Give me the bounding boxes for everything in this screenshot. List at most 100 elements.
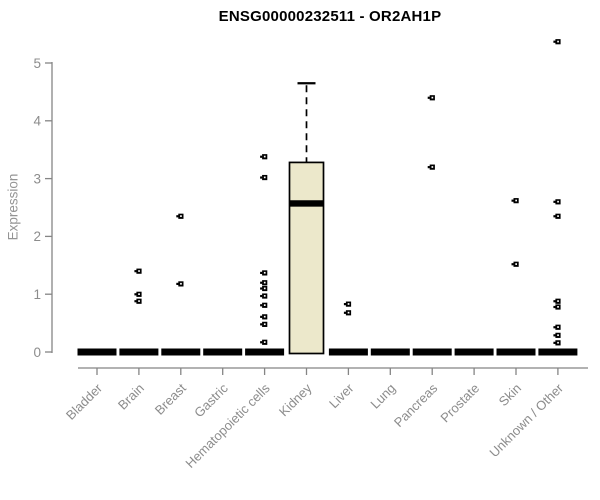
- x-tick-label: Lung: [367, 381, 398, 412]
- outlier-point-center: [263, 155, 266, 158]
- collapsed-box-bar: [77, 348, 117, 356]
- outlier-point-center: [557, 200, 559, 203]
- boxplot-group: Bladder: [63, 348, 117, 423]
- outlier-point-nub: [553, 305, 556, 309]
- outlier-point-center: [347, 303, 350, 305]
- boxplot-group: Pancreas: [391, 95, 452, 430]
- outlier-point-nub: [260, 281, 263, 284]
- outlier-point-center: [347, 311, 350, 314]
- collapsed-box-bar: [370, 348, 410, 356]
- collapsed-box-bar: [245, 348, 285, 356]
- collapsed-box-bar: [454, 348, 494, 356]
- outlier-point-nub: [260, 341, 263, 344]
- y-tick-label: 4: [33, 114, 41, 129]
- outlier-point-nub: [511, 263, 514, 266]
- boxplot-group: Skin: [496, 198, 536, 409]
- outlier-point-center: [263, 295, 266, 297]
- outlier-point-center: [180, 215, 182, 217]
- outlier-point-center: [263, 304, 266, 306]
- collapsed-box-bar: [538, 348, 578, 356]
- collapsed-box-bar: [328, 348, 368, 356]
- outlier-point-nub: [260, 294, 263, 298]
- outlier-point-center: [180, 282, 182, 285]
- outlier-point-nub: [343, 303, 347, 306]
- x-tick-label: Prostate: [437, 381, 482, 426]
- y-tick-label: 0: [33, 345, 41, 360]
- y-tick-label: 5: [33, 56, 41, 71]
- x-tick-label: Liver: [326, 380, 357, 411]
- x-tick-label: Kidney: [276, 380, 315, 419]
- collapsed-box-bar: [203, 348, 243, 356]
- boxplot-group: Kidney: [276, 82, 325, 419]
- collapsed-box-bar: [412, 348, 452, 356]
- outlier-point-center: [557, 215, 559, 217]
- boxplot-group: Lung: [367, 348, 410, 412]
- boxplot-group: Liver: [326, 301, 368, 411]
- outlier-point-nub: [260, 155, 263, 158]
- boxplot-group: Breast: [152, 213, 201, 418]
- x-tick-label: Brain: [115, 381, 147, 413]
- collapsed-box-bar: [161, 348, 201, 356]
- box: [288, 161, 325, 355]
- outlier-point-center: [263, 341, 266, 343]
- outlier-point-nub: [260, 176, 263, 179]
- outlier-point-center: [138, 270, 140, 272]
- outlier-point-center: [263, 271, 266, 274]
- outlier-point-nub: [134, 300, 137, 303]
- x-tick-label: Bladder: [63, 380, 106, 423]
- outlier-point-center: [557, 300, 559, 302]
- outlier-point-nub: [260, 287, 263, 290]
- collapsed-box-bar: [496, 348, 536, 356]
- outlier-point-center: [263, 315, 266, 318]
- outlier-point-center: [263, 176, 266, 179]
- outlier-point-nub: [553, 334, 556, 337]
- outlier-point-center: [263, 323, 266, 326]
- boxplot-group: Brain: [115, 268, 159, 413]
- outlier-point-nub: [176, 215, 179, 218]
- x-tick-label: Unknown / Other: [486, 380, 566, 460]
- outlier-point-nub: [553, 326, 556, 329]
- boxplot-group: Hematopoietic cells: [182, 154, 285, 471]
- outlier-point-nub: [427, 96, 430, 99]
- outlier-point-nub: [260, 315, 263, 318]
- outlier-point-center: [138, 293, 140, 295]
- outlier-point-center: [263, 281, 266, 284]
- collapsed-box-bar: [119, 348, 159, 356]
- outlier-point-center: [557, 334, 559, 337]
- x-tick-label: Breast: [152, 380, 189, 417]
- y-tick-label: 1: [33, 287, 41, 302]
- chart-title: ENSG00000232511 - OR2AH1P: [218, 8, 442, 25]
- outlier-point-nub: [427, 166, 430, 169]
- outlier-point-nub: [134, 270, 137, 273]
- boxplot-group: Prostate: [437, 348, 494, 426]
- outlier-point-nub: [260, 271, 263, 275]
- x-tick-label: Gastric: [191, 380, 231, 420]
- outlier-point-nub: [553, 341, 556, 344]
- outlier-point-center: [557, 326, 559, 328]
- outlier-point-nub: [553, 215, 556, 218]
- outlier-point-center: [557, 40, 559, 43]
- outlier-point-center: [515, 263, 517, 265]
- outlier-point-nub: [511, 199, 514, 202]
- outlier-point-nub: [260, 323, 263, 326]
- outlier-point-center: [263, 287, 266, 290]
- median-line: [289, 200, 324, 207]
- outlier-point-nub: [553, 40, 556, 43]
- outlier-point-center: [431, 166, 434, 168]
- y-tick-label: 3: [33, 171, 41, 186]
- x-tick-label: Skin: [496, 381, 524, 409]
- outlier-point-nub: [134, 293, 137, 296]
- outlier-point-nub: [343, 311, 347, 314]
- outlier-point-nub: [553, 300, 556, 303]
- outlier-point-center: [557, 306, 559, 308]
- outlier-point-center: [515, 199, 517, 202]
- outlier-point-center: [557, 341, 559, 344]
- outlier-point-center: [431, 96, 434, 99]
- outlier-point-nub: [260, 304, 263, 307]
- outlier-point-nub: [553, 200, 556, 203]
- x-tick-label: Pancreas: [391, 380, 441, 430]
- y-tick-label: 2: [33, 229, 41, 244]
- outlier-point-nub: [176, 282, 179, 285]
